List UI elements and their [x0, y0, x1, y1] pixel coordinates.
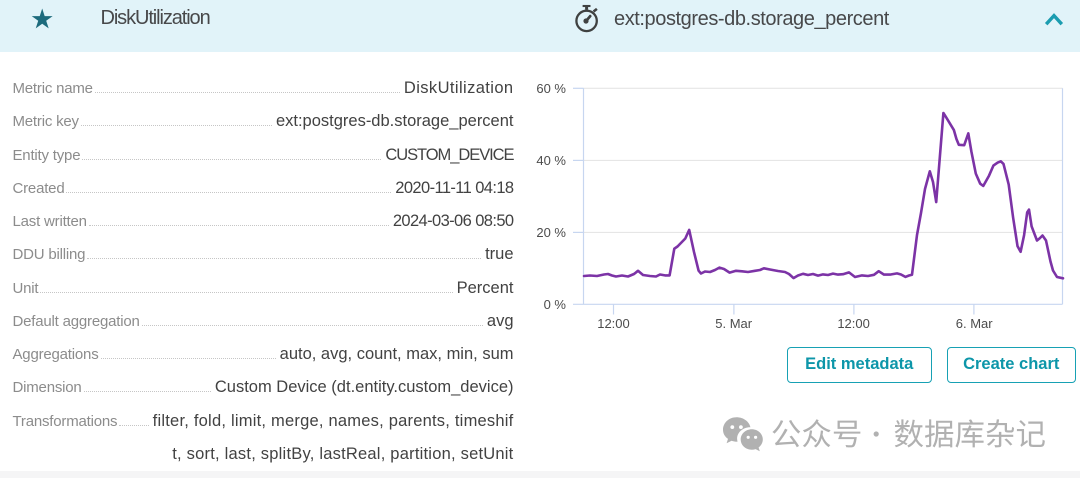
svg-text:5. Mar: 5. Mar: [715, 316, 753, 331]
svg-text:12:00: 12:00: [837, 316, 870, 331]
svg-text:6. Mar: 6. Mar: [956, 316, 994, 331]
svg-text:20 %: 20 %: [536, 225, 566, 240]
svg-text:60 %: 60 %: [536, 81, 566, 96]
svg-text:0 %: 0 %: [544, 297, 567, 312]
svg-text:40 %: 40 %: [536, 153, 566, 168]
svg-text:12:00: 12:00: [597, 316, 630, 331]
